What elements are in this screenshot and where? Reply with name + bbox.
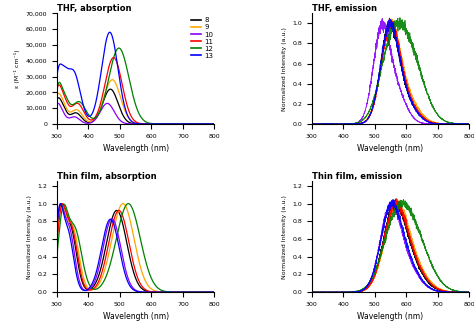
13 [179,122,185,126]
12 [131,95,137,99]
X-axis label: Wavelength (nm): Wavelength (nm) [102,144,169,153]
Line: 9: 9 [55,80,216,124]
Y-axis label: Normalized Intensity (a.u.): Normalized Intensity (a.u.) [27,195,32,279]
Y-axis label: ε (M⁻¹ cm⁻¹): ε (M⁻¹ cm⁻¹) [14,49,20,88]
8 [179,122,185,126]
9 [53,100,58,104]
Line: 8: 8 [55,89,216,124]
9 [131,121,137,124]
Text: Thin film, emission: Thin film, emission [312,172,402,181]
11 [179,122,185,126]
13 [53,88,58,92]
12 [179,122,185,126]
10 [61,111,66,115]
12 [209,122,214,126]
11 [111,55,117,59]
12 [53,97,58,101]
11 [131,118,137,122]
10 [209,122,214,126]
8 [61,104,66,108]
11 [209,122,214,126]
Line: 10: 10 [55,103,216,124]
13 [213,122,219,126]
11 [53,97,58,101]
10 [213,122,219,126]
Line: 11: 11 [55,57,216,124]
Text: THF, absorption: THF, absorption [57,4,131,13]
9 [209,122,214,126]
10 [53,107,58,111]
11 [61,92,66,96]
10 [179,122,185,126]
11 [209,122,214,126]
13 [209,122,214,126]
13 [131,121,137,124]
9 [213,122,219,126]
Y-axis label: Normalized Intensity (a.u.): Normalized Intensity (a.u.) [282,27,287,111]
8 [209,122,214,126]
8 [213,122,219,126]
8 [209,122,214,126]
13 [127,117,132,121]
10 [55,101,61,105]
X-axis label: Wavelength (nm): Wavelength (nm) [357,312,424,321]
Y-axis label: Normalized Intensity (a.u.): Normalized Intensity (a.u.) [282,195,287,279]
8 [108,87,113,91]
12 [127,77,132,81]
9 [209,122,214,126]
8 [127,121,132,124]
Text: Thin film, absorption: Thin film, absorption [57,172,156,181]
13 [107,30,113,34]
10 [127,122,132,126]
9 [61,99,66,103]
X-axis label: Wavelength (nm): Wavelength (nm) [102,312,169,321]
X-axis label: Wavelength (nm): Wavelength (nm) [357,144,424,153]
13 [61,64,66,68]
12 [213,122,219,126]
8 [53,103,58,107]
12 [116,46,122,50]
Legend: 8, 9, 10, 11, 12, 13: 8, 9, 10, 11, 12, 13 [191,17,214,59]
9 [109,78,115,82]
10 [209,122,214,126]
Line: 12: 12 [55,48,216,124]
12 [209,122,214,126]
13 [209,122,214,126]
Line: 13: 13 [55,32,216,124]
12 [61,89,66,93]
11 [213,122,219,126]
9 [179,122,185,126]
Text: THF, emission: THF, emission [312,4,377,13]
10 [131,122,137,126]
8 [131,122,137,125]
11 [127,110,132,114]
9 [127,117,132,121]
